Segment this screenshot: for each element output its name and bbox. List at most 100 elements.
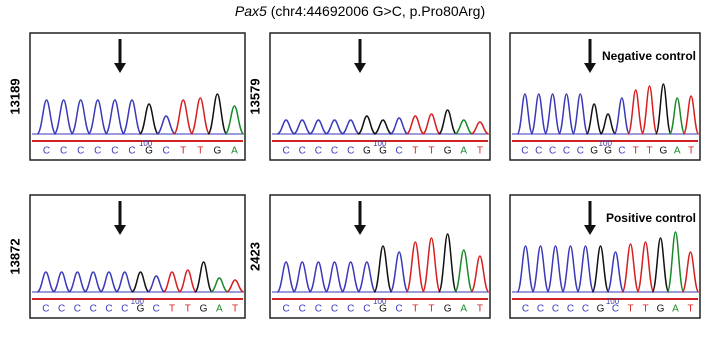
base-call: C (42, 304, 49, 315)
arrow-head (584, 63, 596, 73)
base-call: C (60, 146, 67, 157)
base-call: T (180, 146, 186, 157)
base-call: C (363, 304, 370, 315)
peak (326, 120, 344, 134)
base-call: T (412, 146, 418, 157)
peak (622, 244, 639, 292)
peak (69, 272, 86, 292)
base-call: T (428, 304, 434, 315)
peak (37, 272, 54, 292)
peak (682, 252, 699, 292)
base-call: C (563, 146, 570, 157)
peak (390, 252, 408, 292)
peak (406, 242, 424, 292)
base-call: C (43, 146, 50, 157)
peak (642, 86, 657, 134)
peak (517, 94, 532, 134)
base-call: C (282, 146, 289, 157)
base-call: C (331, 304, 338, 315)
base-call: C (282, 304, 289, 315)
base-call: C (163, 146, 170, 157)
base-call: C (128, 146, 135, 157)
position-label: 100 (373, 139, 387, 148)
peak (191, 98, 210, 134)
peak (471, 256, 489, 292)
base-call: C (396, 304, 403, 315)
peak (471, 122, 489, 134)
peak (293, 262, 311, 292)
peak (390, 118, 408, 134)
base-call: C (582, 304, 589, 315)
base-call: C (521, 146, 528, 157)
peak (157, 116, 176, 134)
base-call: C (77, 146, 84, 157)
peak (132, 272, 149, 292)
peak (577, 246, 594, 292)
peak (592, 246, 609, 292)
peak (667, 232, 684, 292)
base-call: A (672, 304, 679, 315)
peak (637, 242, 654, 292)
base-call: C (94, 146, 101, 157)
peak (559, 94, 574, 134)
base-call: C (121, 304, 128, 315)
peak (195, 262, 212, 292)
base-call: G (597, 304, 605, 315)
peak (123, 100, 142, 134)
base-call: T (627, 304, 633, 315)
base-call: G (363, 146, 371, 157)
peak (517, 246, 534, 292)
peak (670, 98, 685, 134)
position-label: 100 (131, 297, 145, 306)
peak (607, 252, 624, 292)
base-call: G (657, 304, 665, 315)
gene-name: Pax5 (235, 3, 267, 19)
peak (455, 250, 473, 292)
base-call: C (105, 304, 112, 315)
sample-id: 2423 (247, 242, 262, 271)
peak (105, 100, 124, 134)
base-call: G (213, 146, 221, 157)
base-call: T (646, 146, 652, 157)
base-call: T (232, 304, 238, 315)
base-call: A (216, 304, 223, 315)
base-call: C (74, 304, 81, 315)
base-call: C (299, 304, 306, 315)
peak (277, 120, 295, 134)
base-call: C (522, 304, 529, 315)
peak (211, 278, 228, 292)
peak (652, 238, 669, 292)
base-call: A (231, 146, 238, 157)
base-call: C (537, 304, 544, 315)
figure: Pax5 (chr4:44692006 G>C, p.Pro80Arg) 131… (0, 0, 703, 345)
base-call: C (315, 304, 322, 315)
base-call: T (428, 146, 434, 157)
peak (310, 120, 328, 134)
base-call: G (659, 146, 667, 157)
peak (179, 270, 196, 292)
base-call: C (535, 146, 542, 157)
base-call: G (444, 304, 452, 315)
base-call: T (477, 304, 483, 315)
base-call: A (460, 146, 467, 157)
peak (71, 100, 90, 134)
peak (54, 100, 73, 134)
base-call: C (396, 146, 403, 157)
arrow-head (584, 225, 596, 235)
peak (225, 106, 244, 134)
arrow-head (114, 225, 126, 235)
base-call: T (185, 304, 191, 315)
base-call: C (153, 304, 160, 315)
base-call: T (633, 146, 639, 157)
base-call: T (197, 146, 203, 157)
peak (656, 84, 671, 134)
peak (683, 96, 698, 134)
figure-title: Pax5 (chr4:44692006 G>C, p.Pro80Arg) (235, 3, 485, 19)
peak (455, 120, 473, 134)
peak (358, 116, 376, 134)
base-call: G (590, 146, 598, 157)
peak (53, 272, 70, 292)
base-call: C (552, 304, 559, 315)
control-label: Positive control (606, 211, 696, 225)
peak (587, 104, 602, 134)
